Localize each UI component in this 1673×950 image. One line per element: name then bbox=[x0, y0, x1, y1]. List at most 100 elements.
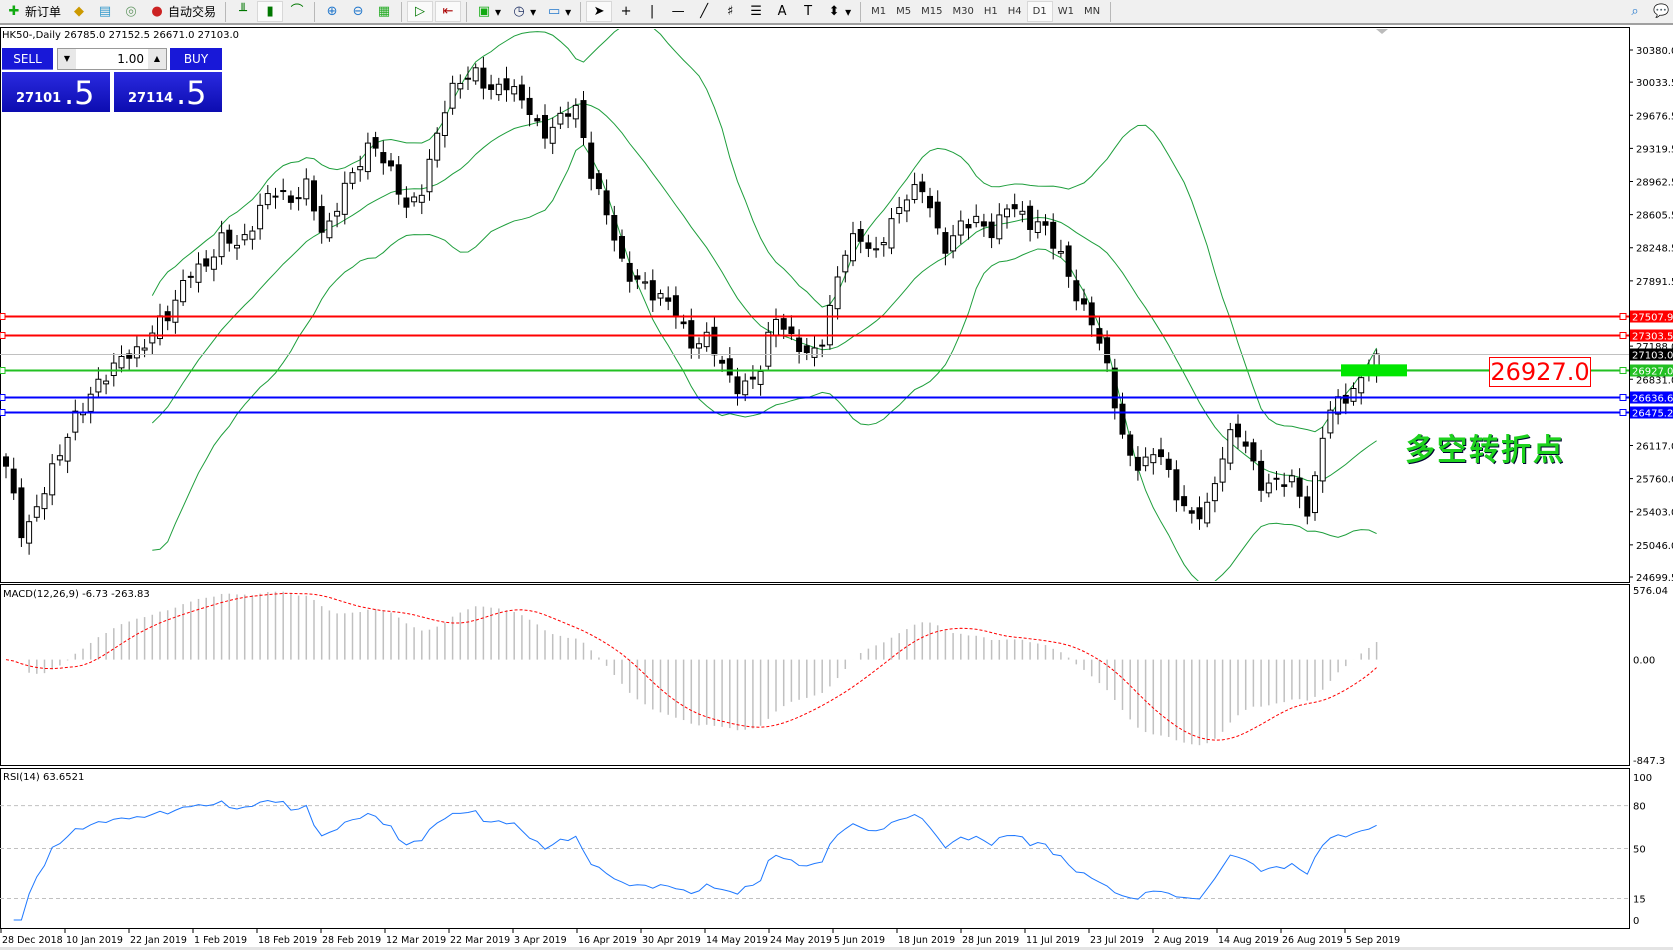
indicators-button[interactable]: ▣ ▾ bbox=[477, 3, 502, 19]
crosshair-icon: + bbox=[620, 3, 632, 19]
auto-trading-icon: ● bbox=[151, 3, 163, 19]
buy-price-button[interactable]: 27114.5 bbox=[114, 72, 222, 112]
bear-candle bbox=[126, 353, 133, 359]
lot-decrease-button[interactable]: ▼ bbox=[58, 49, 76, 69]
date-label: 22 Mar 2019 bbox=[450, 935, 510, 946]
bull-candle bbox=[950, 235, 957, 252]
macd-axis-label: 576.04 bbox=[1633, 586, 1668, 597]
text-label-button[interactable]: T bbox=[796, 1, 820, 22]
timeframe-w1[interactable]: W1 bbox=[1057, 6, 1074, 17]
turning-point-price-label[interactable]: 26927.0 bbox=[1489, 357, 1591, 387]
bar-chart-button[interactable]: ╨ bbox=[231, 1, 255, 22]
timeframe-h1[interactable]: H1 bbox=[983, 6, 998, 17]
chat-button[interactable]: 💬 bbox=[1649, 1, 1673, 22]
date-label: 5 Jun 2019 bbox=[834, 935, 885, 946]
bear-candle bbox=[942, 232, 949, 254]
timeframe-m30[interactable]: M30 bbox=[952, 6, 974, 17]
bull-candle bbox=[264, 193, 271, 206]
level-price-tag bbox=[1630, 329, 1673, 342]
date-label: 28 Jun 2019 bbox=[962, 935, 1019, 946]
price-tick-label: 25403.0 bbox=[1636, 508, 1673, 519]
data-window-button[interactable]: ▤ bbox=[93, 1, 117, 22]
bull-candle bbox=[1350, 387, 1357, 402]
new-order-button[interactable]: ✚ 新订单 bbox=[2, 1, 65, 22]
zoom-out-icon: ⊖ bbox=[352, 3, 364, 19]
vertical-line-button[interactable]: | bbox=[640, 1, 664, 22]
bear-candle bbox=[980, 221, 987, 227]
bull-candle bbox=[572, 104, 579, 120]
bear-candle bbox=[480, 67, 487, 89]
bull-candle bbox=[56, 455, 63, 461]
search-button[interactable]: ⌕ bbox=[1623, 1, 1647, 22]
bull-candle bbox=[996, 214, 1003, 240]
equidistant-channel-button[interactable]: ♯ bbox=[718, 1, 742, 22]
bull-candle bbox=[903, 199, 910, 212]
bull-candle bbox=[133, 346, 140, 359]
periods-button[interactable]: ◷ ▾ bbox=[507, 1, 540, 22]
bull-candle bbox=[103, 380, 110, 385]
arrows-button[interactable]: ⬍ ▾ bbox=[822, 1, 855, 22]
bull-candle bbox=[472, 67, 479, 82]
horizontal-line-button[interactable]: — bbox=[666, 1, 690, 22]
rsi-line bbox=[13, 799, 1377, 921]
timeframe-h4[interactable]: H4 bbox=[1007, 6, 1022, 17]
price-tick-label: 25760.0 bbox=[1636, 475, 1673, 486]
auto-trading-button[interactable]: ● 自动交易 bbox=[145, 1, 220, 22]
rsi-axis-label: 100 bbox=[1633, 773, 1652, 784]
chart-shift-button[interactable]: ⇤ bbox=[435, 1, 462, 22]
zoom-in-button[interactable]: ⊕ bbox=[320, 1, 344, 22]
bear-candle bbox=[857, 228, 864, 242]
sell-button[interactable]: SELL bbox=[2, 48, 53, 70]
date-label: 23 Jul 2019 bbox=[1090, 935, 1144, 946]
bear-candle bbox=[395, 164, 402, 195]
buy-price-frac: .5 bbox=[176, 74, 207, 112]
bull-candle bbox=[888, 218, 895, 249]
bear-candle bbox=[1027, 205, 1034, 230]
cursor-button[interactable]: ➤ bbox=[586, 1, 613, 22]
signals-button[interactable]: ◎ bbox=[119, 1, 143, 22]
divider bbox=[466, 1, 468, 22]
bear-candle bbox=[619, 236, 625, 259]
bull-candle bbox=[334, 210, 341, 217]
clock-icon: ◷ bbox=[513, 3, 525, 19]
timeframe-mn[interactable]: MN bbox=[1083, 6, 1101, 17]
trendline-icon: ╱ bbox=[700, 3, 709, 19]
tile-windows-button[interactable]: ▦ bbox=[372, 1, 396, 22]
text-button[interactable]: A bbox=[770, 1, 794, 22]
date-label: 18 Jun 2019 bbox=[898, 935, 955, 946]
timeframe-m15[interactable]: M15 bbox=[921, 6, 943, 17]
timeframe-m1[interactable]: M1 bbox=[871, 6, 887, 17]
fibonacci-button[interactable]: ☰ bbox=[744, 1, 768, 22]
templates-button[interactable]: ▭ ▾ bbox=[547, 3, 572, 19]
market-watch-button[interactable]: ◆ bbox=[67, 1, 91, 22]
bear-candle bbox=[934, 201, 941, 229]
price-tick-label: 25046.0 bbox=[1636, 541, 1673, 552]
bull-candle bbox=[773, 318, 779, 337]
lot-size-input[interactable]: 1.00 bbox=[117, 52, 144, 66]
date-label: 10 Jan 2019 bbox=[66, 935, 123, 946]
timeframe-d1[interactable]: D1 bbox=[1026, 1, 1053, 22]
bear-candle bbox=[734, 376, 741, 395]
sell-price-button[interactable]: 27101.5 bbox=[2, 72, 110, 112]
trendline-button[interactable]: ╱ bbox=[692, 1, 716, 22]
lot-increase-button[interactable]: ▲ bbox=[148, 49, 166, 69]
buy-button[interactable]: BUY bbox=[170, 48, 222, 70]
bear-candle bbox=[1111, 367, 1118, 409]
bull-candle bbox=[87, 393, 94, 412]
timeframe-m5[interactable]: M5 bbox=[896, 6, 912, 17]
crosshair-button[interactable]: + bbox=[614, 1, 638, 22]
auto-scroll-button[interactable]: ▷ bbox=[407, 1, 434, 22]
price-tick-label: 30380.0 bbox=[1636, 46, 1673, 57]
zoom-out-button[interactable]: ⊖ bbox=[346, 1, 370, 22]
level-price-label: 27103.0 bbox=[1632, 351, 1673, 362]
lot-size-stepper[interactable]: ▼ 1.00 ▲ bbox=[57, 48, 167, 70]
timeframe-bar: M1 M5 M15 M30 H1 H4 D1 W1 MN bbox=[866, 1, 1105, 22]
level-handle bbox=[0, 367, 6, 374]
line-chart-button[interactable]: ⌒ bbox=[285, 1, 309, 22]
candlestick-button[interactable]: ▮ bbox=[257, 1, 284, 22]
bull-candle bbox=[834, 276, 841, 310]
price-tick-label: 26117.0 bbox=[1636, 441, 1673, 452]
bull-candle bbox=[210, 256, 217, 270]
turning-point-annotation[interactable]: 多空转折点 bbox=[1405, 433, 1565, 468]
